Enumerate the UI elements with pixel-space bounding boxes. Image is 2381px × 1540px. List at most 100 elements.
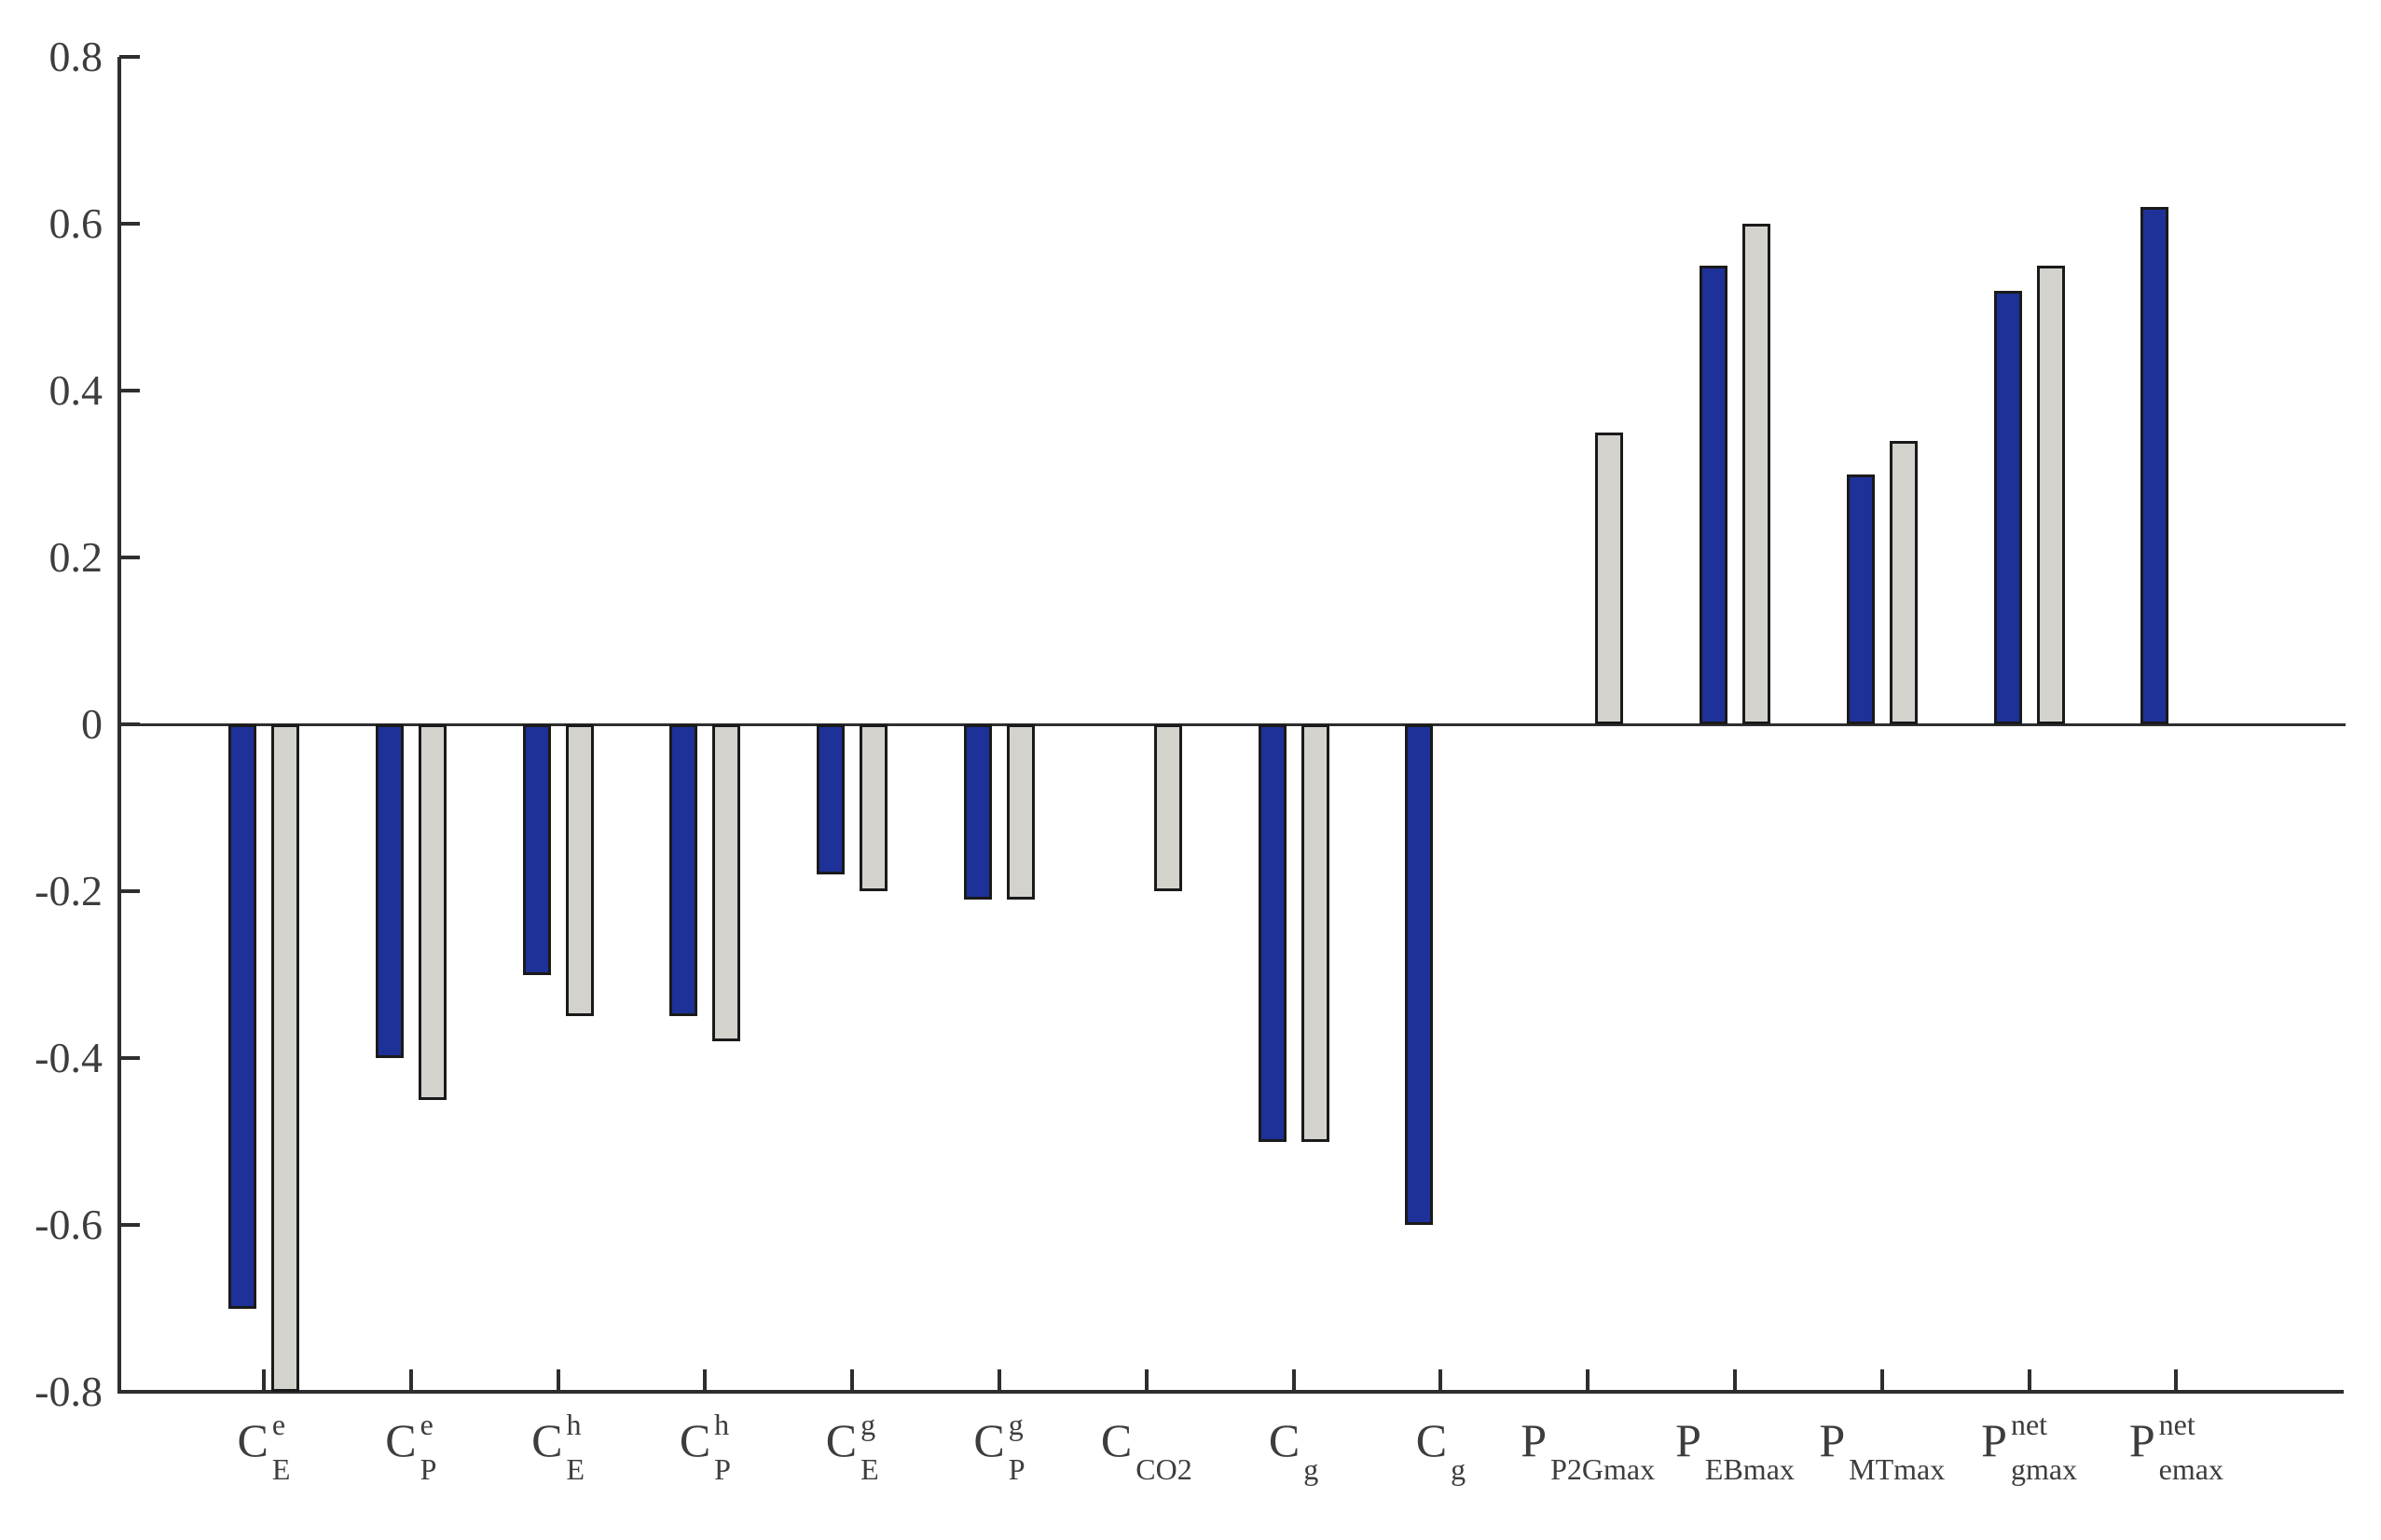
- category-label-superscript: h: [714, 1408, 730, 1441]
- category-label-subscript: E: [271, 1452, 291, 1486]
- category-label: P EBmax: [1675, 1409, 1795, 1484]
- blue-bar: [1258, 724, 1287, 1142]
- category-label-base: C: [1100, 1414, 1133, 1466]
- gray-bar: [1153, 724, 1182, 891]
- gray-bar: [565, 724, 594, 1017]
- category-label-subscript: E: [860, 1452, 879, 1486]
- category-label-superscript: net: [2010, 1408, 2048, 1441]
- category-label-subscript: emax: [2158, 1452, 2223, 1486]
- gray-bar: [1889, 440, 1918, 724]
- y-tick: [119, 889, 140, 893]
- category-label-subscript: MTmax: [1849, 1452, 1946, 1486]
- y-tick-label: -0.4: [34, 1034, 103, 1081]
- gray-bar: [1301, 724, 1329, 1142]
- category-label-base: C: [973, 1414, 1005, 1466]
- y-tick: [119, 55, 140, 59]
- category-label-base: P: [1981, 1414, 2007, 1466]
- y-tick-label: 0.2: [48, 533, 103, 581]
- category-label-subscript: P: [420, 1452, 437, 1486]
- x-tick: [1586, 1369, 1590, 1390]
- gray-bar: [1007, 724, 1035, 900]
- x-tick: [998, 1369, 1001, 1390]
- blue-bar: [669, 724, 698, 1017]
- gray-bar: [2036, 265, 2065, 724]
- x-axis-line: [117, 1390, 2344, 1394]
- x-tick: [262, 1369, 266, 1390]
- category-label: P MTmax: [1819, 1409, 1945, 1484]
- category-label-superscript: h: [566, 1408, 582, 1441]
- blue-bar: [2140, 207, 2169, 724]
- y-tick: [119, 556, 140, 559]
- category-label-subscript: P: [1008, 1452, 1025, 1486]
- category-label: P P2Gmax: [1521, 1409, 1655, 1484]
- category-label-base: C: [825, 1414, 858, 1466]
- category-label: C CO2: [1101, 1409, 1192, 1484]
- y-tick: [119, 722, 140, 726]
- y-tick-label: 0.4: [48, 366, 103, 414]
- category-label-subscript: E: [566, 1452, 585, 1486]
- x-tick: [408, 1369, 413, 1390]
- y-tick-label: 0: [81, 700, 103, 748]
- category-label-superscript: g: [860, 1408, 876, 1441]
- y-tick-label: -0.2: [34, 867, 103, 914]
- category-label-superscript: e: [271, 1408, 286, 1441]
- x-tick: [1291, 1369, 1296, 1390]
- gray-bar: [1742, 224, 1770, 724]
- category-label-subscript: EBmax: [1704, 1452, 1795, 1486]
- category-label-scripts: g: [1300, 1409, 1318, 1484]
- category-label-superscript: g: [1008, 1408, 1024, 1441]
- category-label-base: C: [531, 1414, 563, 1466]
- category-label-superscript: net: [2158, 1408, 2195, 1441]
- category-label-subscript: P: [714, 1452, 731, 1486]
- blue-bar: [522, 724, 551, 975]
- category-label-base: C: [1268, 1414, 1301, 1466]
- gray-bar: [712, 724, 741, 1042]
- blue-bar: [1700, 265, 1727, 724]
- blue-bar: [228, 724, 256, 1309]
- x-tick: [2027, 1369, 2031, 1390]
- gray-bar: [271, 724, 299, 1392]
- x-tick: [1879, 1369, 1884, 1390]
- x-tick: [2174, 1369, 2179, 1390]
- category-label-scripts: MTmax: [1845, 1409, 1945, 1484]
- blue-bar: [817, 724, 846, 875]
- x-tick: [1438, 1369, 1443, 1390]
- category-label-base: C: [237, 1414, 268, 1466]
- y-tick-label: -0.6: [34, 1201, 103, 1248]
- y-tick-label: 0.8: [48, 33, 103, 80]
- blue-bar: [1846, 474, 1875, 724]
- category-label-scripts: net emax: [2155, 1409, 2223, 1484]
- blue-bar: [964, 724, 992, 900]
- blue-bar: [1993, 290, 2022, 724]
- category-label-base: P: [1521, 1414, 1548, 1466]
- zero-line: [119, 722, 2346, 726]
- y-tick: [119, 389, 140, 392]
- category-label-subscript: gmax: [2010, 1452, 2078, 1486]
- category-label-superscript: e: [420, 1408, 434, 1441]
- y-tick: [119, 1390, 140, 1394]
- y-tick-label: 0.6: [48, 199, 103, 247]
- gray-bar: [418, 724, 447, 1100]
- category-label-scripts: CO2: [1132, 1409, 1191, 1484]
- category-label-scripts: g: [1447, 1409, 1466, 1484]
- category-label-subscript: CO2: [1135, 1452, 1192, 1486]
- category-label-scripts: EBmax: [1701, 1409, 1795, 1484]
- category-label-base: P: [2128, 1414, 2155, 1466]
- category-label-base: P: [1675, 1414, 1701, 1466]
- gray-bar: [1595, 432, 1624, 724]
- blue-bar: [375, 724, 404, 1058]
- category-label-scripts: P2Gmax: [1547, 1409, 1655, 1484]
